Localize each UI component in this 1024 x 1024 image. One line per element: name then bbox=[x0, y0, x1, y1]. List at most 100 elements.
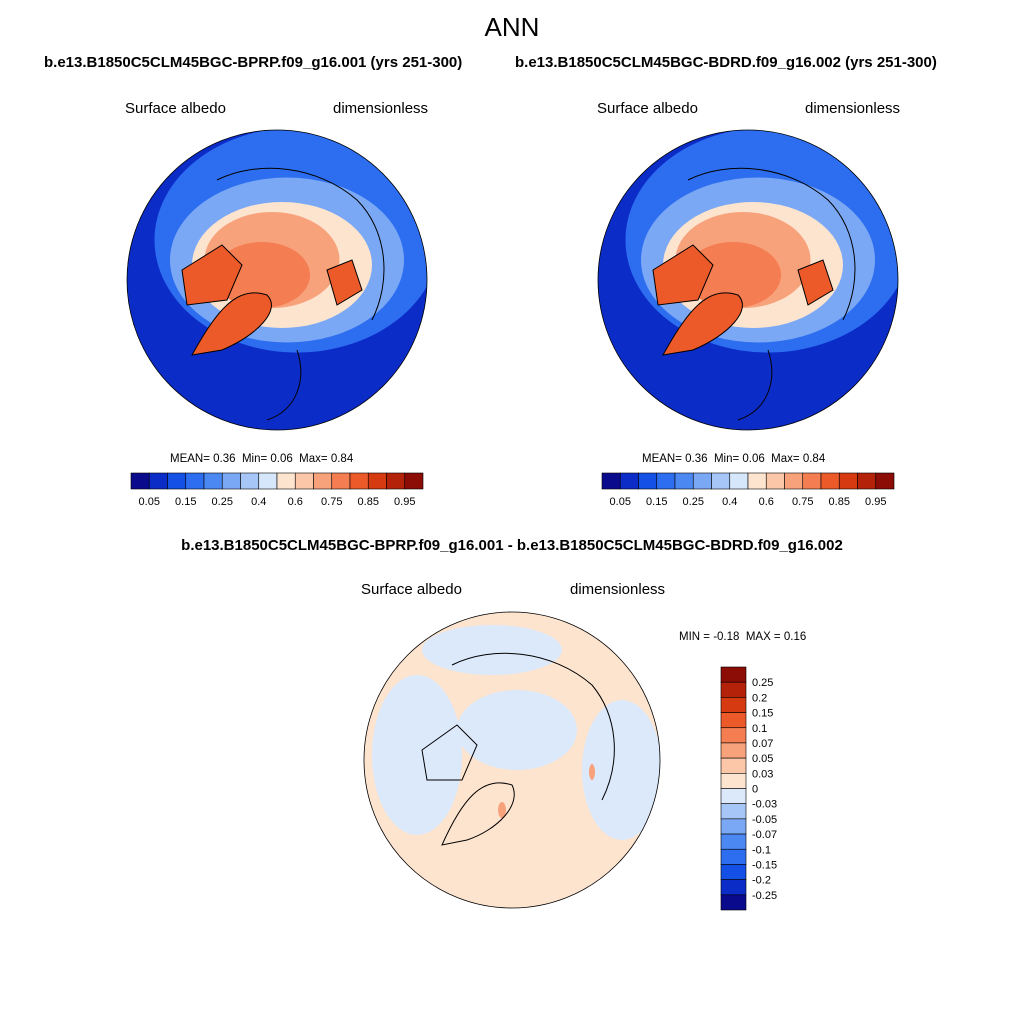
panel2-case-title: b.e13.B1850C5CLM45BGC-BDRD.f09_g16.002 (… bbox=[515, 54, 937, 71]
colorbar-swatch bbox=[619, 472, 639, 490]
colorbar-tick-label: 0.25 bbox=[752, 677, 773, 689]
colorbar-swatch bbox=[221, 472, 241, 490]
colorbar-swatch bbox=[720, 864, 747, 880]
panel2-units-label: dimensionless bbox=[805, 100, 901, 117]
colorbar-swatch bbox=[367, 472, 387, 490]
colorbar-tick-label: 0.95 bbox=[394, 496, 415, 508]
colorbar-swatch bbox=[720, 818, 747, 835]
colorbar-swatch bbox=[720, 773, 747, 789]
panel1-case-title: b.e13.B1850C5CLM45BGC-BPRP.f09_g16.001 (… bbox=[44, 54, 463, 71]
panel2-stats: MEAN= 0.36 Min= 0.06 Max= 0.84 bbox=[642, 453, 826, 465]
colorbar-tick-label: 0.07 bbox=[752, 738, 773, 750]
diff-variable-label: Surface albedo bbox=[361, 581, 462, 598]
colorbar-tick-label: 0.15 bbox=[175, 496, 196, 508]
colorbar-tick-label: 0.05 bbox=[139, 496, 160, 508]
colorbar-swatch bbox=[185, 472, 205, 490]
panel2-variable-label: Surface albedo bbox=[597, 100, 698, 117]
colorbar-tick-label: -0.25 bbox=[752, 890, 777, 902]
colorbar-tick-label: 0.1 bbox=[752, 723, 767, 735]
map-field bbox=[127, 130, 427, 430]
panel1-colorbar: 0.05 0.15 0.25 0.4 0.6 0.75 0.85 0.95 bbox=[130, 472, 424, 508]
colorbar-tick-label: 0.95 bbox=[865, 496, 886, 508]
colorbar-tick-label: -0.03 bbox=[752, 799, 777, 811]
colorbar-tick-label: -0.2 bbox=[752, 875, 771, 887]
colorbar-swatch bbox=[784, 472, 804, 490]
colorbar-tick-label: -0.07 bbox=[752, 829, 777, 841]
colorbar-swatch bbox=[720, 712, 747, 729]
colorbar-swatch bbox=[240, 472, 260, 490]
colorbar-swatch bbox=[820, 472, 840, 490]
colorbar-swatch bbox=[601, 472, 621, 490]
colorbar-tick-label: 0.6 bbox=[288, 496, 303, 508]
panel2-colorbar: 0.05 0.15 0.25 0.4 0.6 0.75 0.85 0.95 bbox=[601, 472, 895, 508]
colorbar-swatch bbox=[404, 472, 424, 490]
colorbar-swatch bbox=[294, 472, 314, 490]
colorbar-tick-label: -0.05 bbox=[752, 814, 777, 826]
diff-colorbar: 0.25 0.2 0.15 0.1 0.07 0.05 0.03 0 -0.03 -0.05 -0.… bbox=[720, 666, 777, 911]
panel1-variable-label: Surface albedo bbox=[125, 100, 226, 117]
colorbar-tick-label: 0.75 bbox=[321, 496, 342, 508]
colorbar-swatch bbox=[692, 472, 712, 490]
colorbar-swatch bbox=[711, 472, 731, 490]
colorbar-tick-label: 0.6 bbox=[759, 496, 774, 508]
colorbar-swatch bbox=[720, 742, 747, 759]
map-field bbox=[598, 130, 898, 430]
colorbar-tick-label: 0.4 bbox=[251, 496, 266, 508]
colorbar-swatch bbox=[258, 472, 278, 490]
map-field bbox=[364, 612, 660, 908]
colorbar-swatch bbox=[720, 757, 747, 774]
colorbar-swatch bbox=[656, 472, 676, 490]
colorbar-swatch bbox=[720, 697, 747, 713]
panel1-units-label: dimensionless bbox=[333, 100, 429, 117]
page-title: ANN bbox=[484, 12, 540, 42]
colorbar-swatch bbox=[802, 472, 822, 490]
colorbar-swatch bbox=[729, 472, 749, 490]
colorbar-tick-label: 0.85 bbox=[358, 496, 379, 508]
diff-stats: MIN = -0.18 MAX = 0.16 bbox=[679, 631, 807, 643]
colorbar-swatch bbox=[765, 472, 785, 490]
colorbar-swatch bbox=[720, 727, 747, 744]
colorbar-swatch bbox=[313, 472, 333, 490]
colorbar-swatch bbox=[720, 833, 747, 850]
colorbar-swatch bbox=[203, 472, 223, 490]
colorbar-tick-label: -0.1 bbox=[752, 844, 771, 856]
colorbar-swatch bbox=[331, 472, 351, 490]
colorbar-swatch bbox=[720, 788, 747, 804]
diff-units-label: dimensionless bbox=[570, 581, 666, 598]
colorbar-swatch bbox=[720, 848, 747, 865]
colorbar-tick-label: 0.25 bbox=[683, 496, 704, 508]
colorbar-swatch bbox=[638, 472, 658, 490]
colorbar-tick-label: 0.05 bbox=[752, 753, 773, 765]
colorbar-tick-label: 0.2 bbox=[752, 692, 767, 704]
colorbar-swatch bbox=[349, 472, 369, 490]
colorbar-swatch bbox=[276, 472, 296, 490]
colorbar-swatch bbox=[720, 681, 747, 698]
panel2-polar-map bbox=[597, 129, 899, 431]
colorbar-tick-label: 0.25 bbox=[212, 496, 233, 508]
colorbar-swatch bbox=[720, 894, 747, 911]
colorbar-tick-label: -0.15 bbox=[752, 859, 777, 871]
colorbar-tick-label: 0.85 bbox=[829, 496, 850, 508]
colorbar-tick-label: 0 bbox=[752, 784, 758, 796]
colorbar-swatch bbox=[130, 472, 150, 490]
colorbar-swatch bbox=[747, 472, 767, 490]
colorbar-swatch bbox=[674, 472, 694, 490]
diff-case-title: b.e13.B1850C5CLM45BGC-BPRP.f09_g16.001 -… bbox=[181, 537, 843, 554]
diff-polar-map bbox=[363, 611, 661, 909]
panel1-stats: MEAN= 0.36 Min= 0.06 Max= 0.84 bbox=[170, 453, 354, 465]
colorbar-swatch bbox=[720, 666, 747, 683]
colorbar-swatch bbox=[857, 472, 877, 490]
colorbar-tick-label: 0.75 bbox=[792, 496, 813, 508]
colorbar-swatch bbox=[386, 472, 406, 490]
colorbar-tick-label: 0.4 bbox=[722, 496, 737, 508]
panel1-polar-map bbox=[126, 129, 428, 431]
colorbar-tick-label: 0.03 bbox=[752, 768, 773, 780]
colorbar-swatch bbox=[148, 472, 168, 490]
colorbar-tick-label: 0.05 bbox=[610, 496, 631, 508]
colorbar-swatch bbox=[838, 472, 858, 490]
colorbar-swatch bbox=[167, 472, 187, 490]
colorbar-tick-label: 0.15 bbox=[646, 496, 667, 508]
colorbar-tick-label: 0.15 bbox=[752, 708, 773, 720]
colorbar-swatch bbox=[720, 879, 747, 896]
